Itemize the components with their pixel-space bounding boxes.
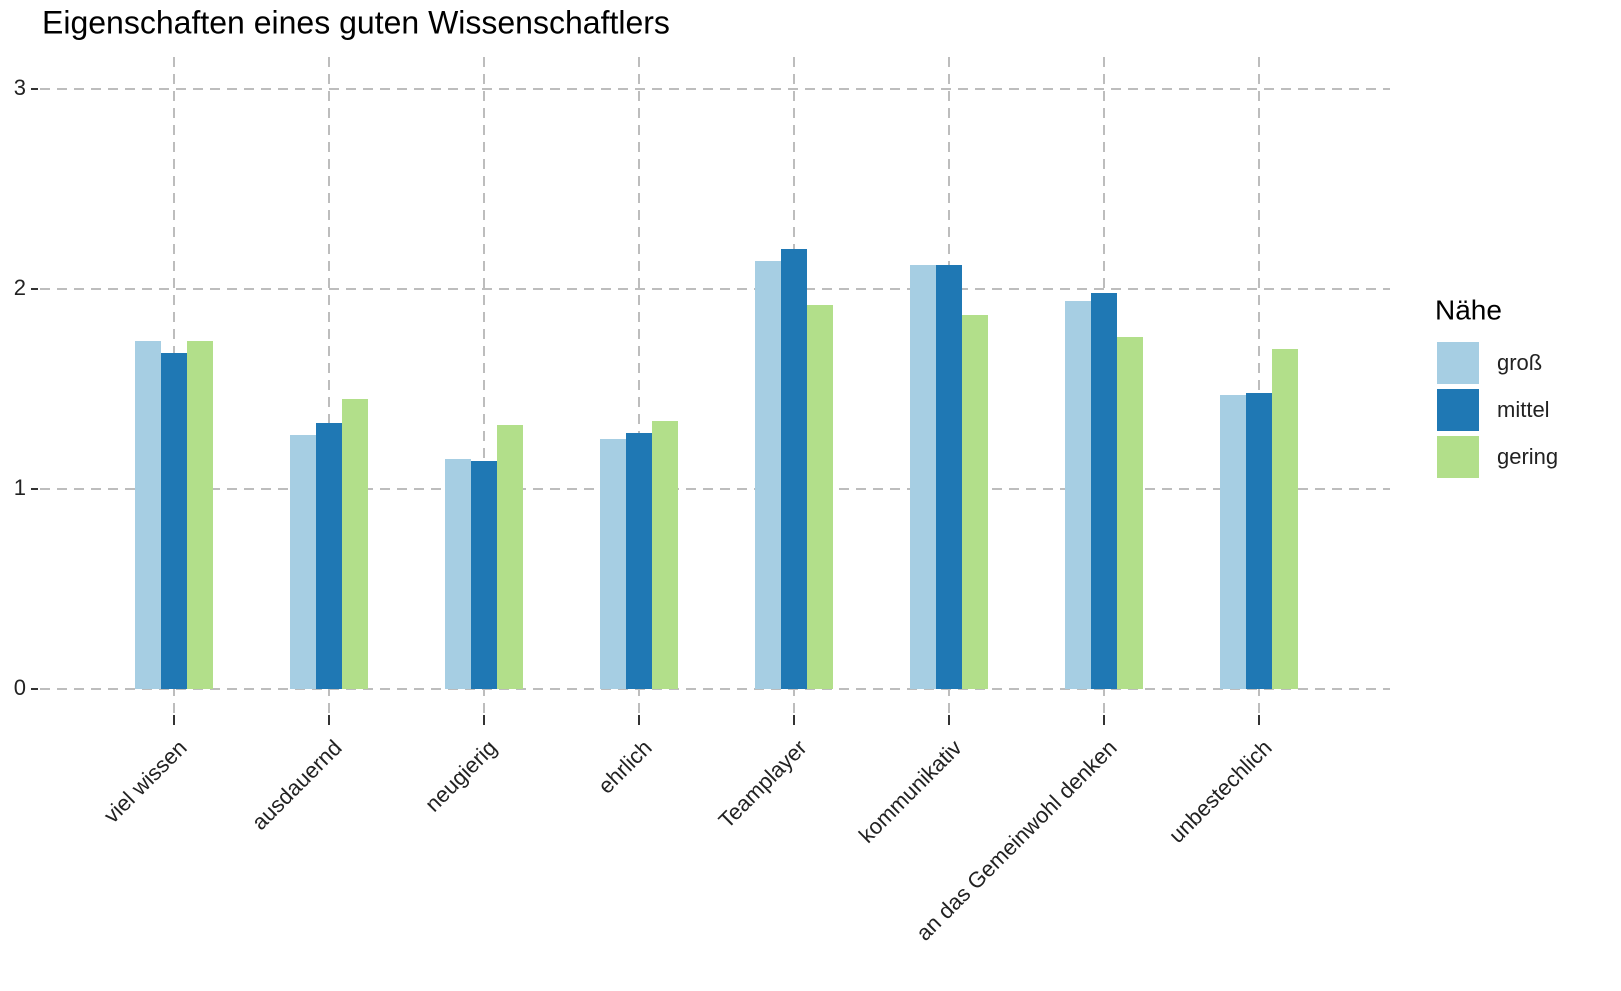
x-tick-label: ehrlich bbox=[593, 735, 657, 799]
legend-label: groß bbox=[1497, 350, 1542, 375]
bar bbox=[445, 459, 471, 689]
bar bbox=[471, 461, 497, 689]
bar bbox=[187, 341, 213, 689]
bar bbox=[342, 399, 368, 689]
legend-key bbox=[1437, 389, 1479, 431]
y-tick-label: 2 bbox=[14, 275, 26, 300]
legend-key bbox=[1437, 436, 1479, 478]
legend-label: gering bbox=[1497, 444, 1558, 469]
x-tick-label: unbestechlich bbox=[1164, 735, 1277, 848]
x-tick-label: neugierig bbox=[420, 735, 502, 817]
x-tick-label: Teamplayer bbox=[714, 735, 812, 833]
x-tick-label: kommunikativ bbox=[854, 735, 967, 848]
bar bbox=[962, 315, 988, 689]
bar bbox=[600, 439, 626, 689]
legend-key bbox=[1437, 342, 1479, 384]
bar bbox=[1091, 293, 1117, 689]
legend-label: mittel bbox=[1497, 397, 1550, 422]
bar bbox=[1117, 337, 1143, 689]
bar bbox=[1246, 393, 1272, 689]
bar bbox=[781, 249, 807, 689]
bar bbox=[1220, 395, 1246, 689]
bar bbox=[316, 423, 342, 689]
bar bbox=[936, 265, 962, 689]
bar bbox=[290, 435, 316, 689]
x-tick-label: ausdauernd bbox=[247, 735, 347, 835]
y-tick-label: 0 bbox=[14, 675, 26, 700]
bar bbox=[497, 425, 523, 689]
bar bbox=[910, 265, 936, 689]
bar bbox=[161, 353, 187, 689]
bar bbox=[755, 261, 781, 689]
bar bbox=[1272, 349, 1298, 689]
bar bbox=[135, 341, 161, 689]
y-tick-label: 1 bbox=[14, 475, 26, 500]
bar bbox=[1065, 301, 1091, 689]
x-tick-label: viel wissen bbox=[99, 735, 192, 828]
y-tick-label: 3 bbox=[14, 75, 26, 100]
bar bbox=[652, 421, 678, 689]
legend-title: Nähe bbox=[1435, 294, 1502, 325]
bar bbox=[807, 305, 833, 689]
chart-title: Eigenschaften eines guten Wissenschaftle… bbox=[42, 4, 670, 40]
bar bbox=[626, 433, 652, 689]
